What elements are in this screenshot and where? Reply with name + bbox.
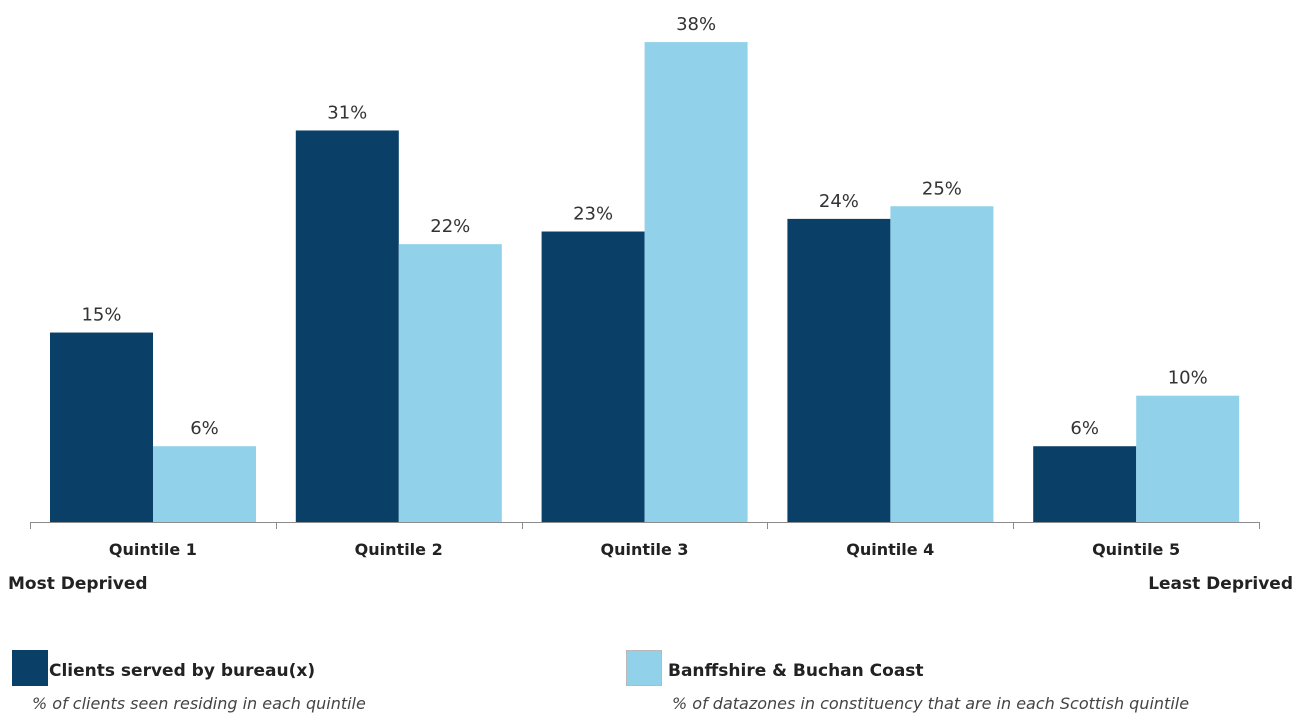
bar-constituency-q2	[398, 244, 502, 522]
data-label-constituency-q5: 10%	[1168, 368, 1208, 389]
category-label-q4: Quintile 4	[846, 540, 934, 559]
data-label-clients-q3: 23%	[573, 204, 613, 225]
least-deprived-label: Least Deprived	[1148, 574, 1293, 594]
category-label-q3: Quintile 3	[600, 540, 688, 559]
legend-description-clients: % of clients seen residing in each quint…	[32, 694, 366, 713]
legend-description-constituency: % of datazones in constituency that are …	[672, 694, 1190, 713]
bar-clients-q2	[295, 130, 399, 522]
legend-swatch-clients	[12, 650, 48, 686]
bar-clients-q4	[787, 218, 891, 522]
data-label-clients-q4: 24%	[819, 191, 859, 212]
data-label-clients-q1: 15%	[81, 305, 121, 326]
bar-clients-q1	[50, 332, 153, 522]
data-label-constituency-q4: 25%	[922, 178, 962, 199]
category-label-q5: Quintile 5	[1092, 540, 1180, 559]
bar-constituency-q5	[1136, 395, 1240, 522]
bar-clients-q5	[1033, 446, 1137, 522]
data-label-clients-q2: 31%	[327, 102, 367, 123]
bar-constituency-q4	[890, 206, 994, 522]
bar-constituency-q3	[644, 42, 748, 523]
legend-title-constituency: Banffshire & Buchan Coast	[668, 661, 924, 681]
data-label-constituency-q3: 38%	[676, 14, 716, 35]
bar-chart: 15% 6% Quintile 1 31% 22% Quintile 2 23% 38% Qui…	[30, 14, 1260, 559]
legend-swatch-constituency	[626, 650, 662, 686]
most-deprived-label: Most Deprived	[8, 574, 148, 594]
category-label-q2: Quintile 2	[355, 540, 443, 559]
legend-title-clients: Clients served by bureau(x)	[49, 661, 316, 681]
bar-constituency-q1	[153, 446, 256, 522]
category-label-q1: Quintile 1	[109, 540, 197, 559]
data-label-constituency-q2: 22%	[430, 216, 470, 237]
data-label-clients-q5: 6%	[1070, 418, 1099, 439]
data-label-constituency-q1: 6%	[190, 418, 219, 439]
bar-clients-q3	[541, 231, 645, 522]
